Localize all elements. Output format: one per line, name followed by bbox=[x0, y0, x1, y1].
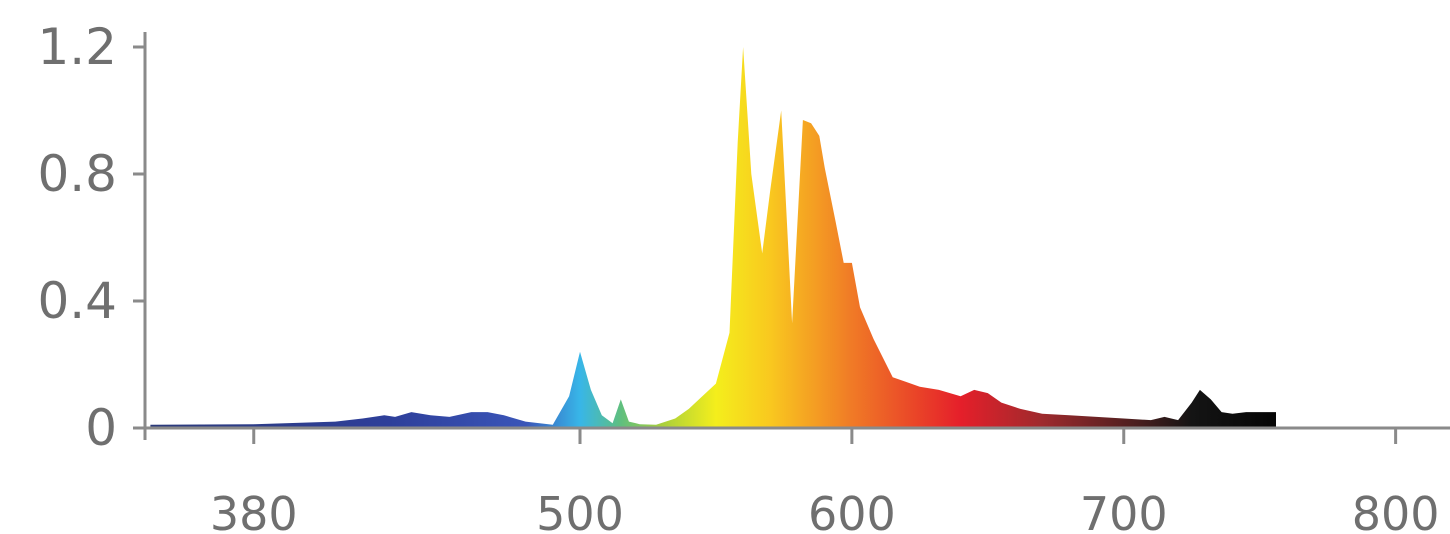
ticks: 0 0.4 0.8 1.2 380 500 600 700 800 bbox=[37, 18, 1439, 534]
axes bbox=[133, 32, 1450, 440]
x-tick-label: 700 bbox=[1080, 487, 1168, 534]
y-tick-label: 0.8 bbox=[37, 145, 117, 203]
plot-area bbox=[150, 47, 1276, 428]
x-tick-label: 380 bbox=[210, 487, 298, 534]
spectrum-area-0 bbox=[150, 47, 1276, 428]
x-tick-label: 500 bbox=[536, 487, 624, 534]
y-tick-label: 1.2 bbox=[37, 18, 117, 76]
x-tick-label: 800 bbox=[1352, 487, 1440, 534]
y-tick-label: 0 bbox=[85, 399, 117, 457]
x-tick-label: 600 bbox=[808, 487, 896, 534]
y-tick-label: 0.4 bbox=[37, 272, 117, 330]
